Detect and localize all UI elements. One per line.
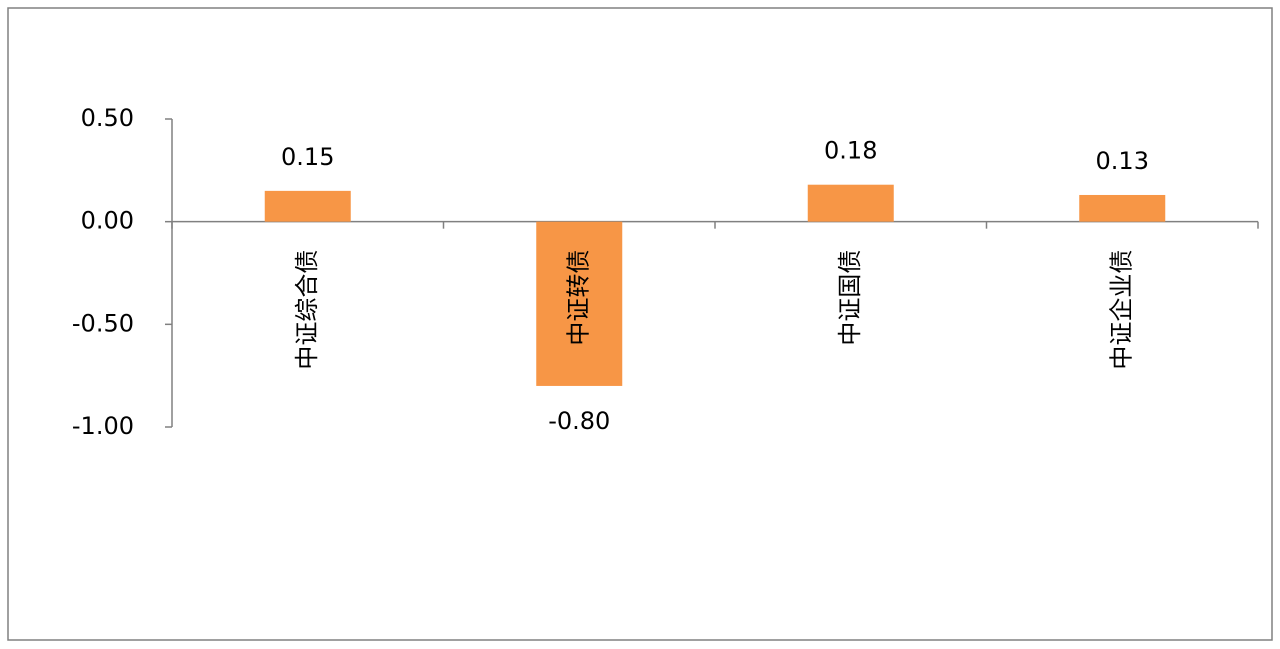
y-tick-label: 0.00 [81, 207, 134, 235]
bar [264, 190, 351, 222]
data-label: -0.80 [548, 407, 610, 435]
y-tick-label: 0.50 [81, 104, 134, 132]
y-tick-label: -0.50 [72, 309, 134, 337]
chart-border [7, 7, 1273, 641]
data-label: 0.13 [1096, 147, 1149, 175]
x-tick-label: 中证转债 [564, 250, 592, 346]
data-label: 0.18 [824, 137, 877, 165]
bar [1079, 194, 1166, 222]
y-tick-label: -1.00 [72, 412, 134, 440]
bar [807, 184, 894, 222]
data-label: 0.15 [281, 143, 334, 171]
x-tick-label: 中证国债 [836, 250, 864, 346]
x-tick-label: 中证综合债 [293, 250, 321, 370]
x-tick-label: 中证企业债 [1107, 250, 1135, 370]
bar [536, 221, 623, 386]
